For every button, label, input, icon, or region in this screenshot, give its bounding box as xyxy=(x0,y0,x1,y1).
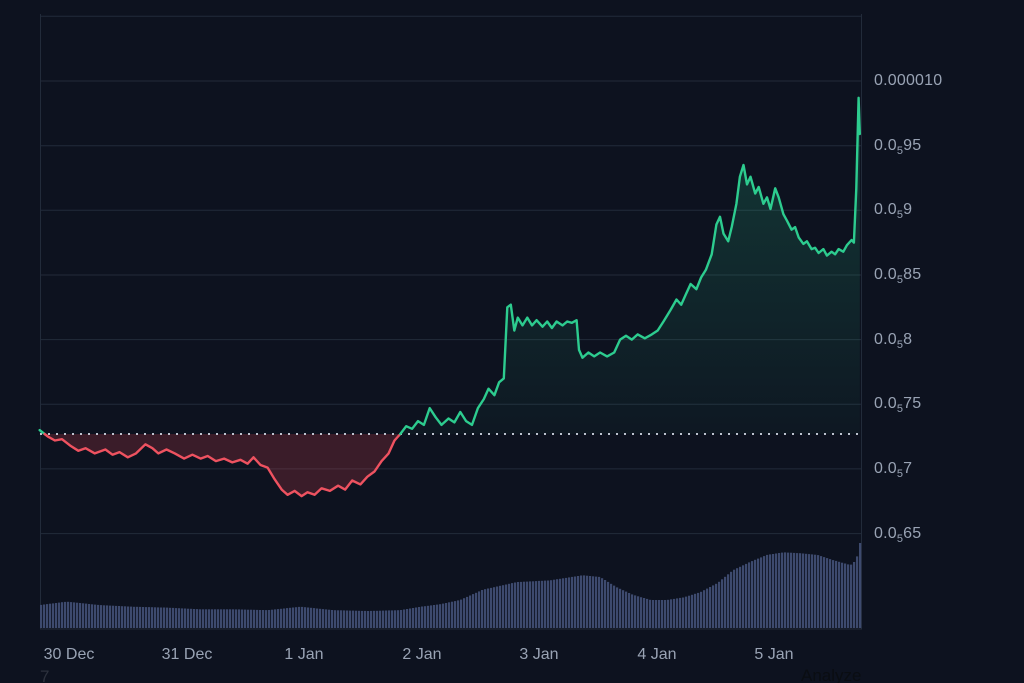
subscript-zero-count: 5 xyxy=(896,145,904,157)
y-axis-label: 0.058 xyxy=(874,331,913,351)
timeframe-partial-text: 7 xyxy=(40,667,50,683)
x-axis-label: 4 Jan xyxy=(637,646,677,663)
subscript-zero-count: 5 xyxy=(896,274,904,286)
subscript-zero-count: 5 xyxy=(896,209,904,221)
x-axis-label: 5 Jan xyxy=(754,646,794,663)
y-axis-label: 0.057 xyxy=(874,460,913,480)
x-axis-label: 2 Jan xyxy=(402,646,442,663)
subscript-zero-count: 5 xyxy=(896,533,904,545)
price-area-fills xyxy=(39,97,860,497)
y-axis-label: 0.000010 xyxy=(874,72,943,89)
y-axis-label: 0.0595 xyxy=(874,137,922,157)
y-axis-label: 0.0565 xyxy=(874,525,922,545)
y-axis-label: 0.0575 xyxy=(874,395,922,415)
x-axis-label: 30 Dec xyxy=(43,646,95,663)
x-axis-label: 31 Dec xyxy=(161,646,213,663)
y-axis-label: 0.059 xyxy=(874,201,913,221)
subscript-zero-count: 5 xyxy=(896,403,904,415)
x-axis-label: 1 Jan xyxy=(284,646,324,663)
grid xyxy=(40,14,862,630)
y-axis-label: 0.0585 xyxy=(874,266,922,286)
x-axis-label: 3 Jan xyxy=(519,646,559,663)
subscript-zero-count: 5 xyxy=(896,468,904,480)
volume-bars xyxy=(40,543,862,629)
analyze-button[interactable]: Analyze xyxy=(801,666,862,683)
subscript-zero-count: 5 xyxy=(896,339,904,351)
price-line xyxy=(38,96,861,498)
